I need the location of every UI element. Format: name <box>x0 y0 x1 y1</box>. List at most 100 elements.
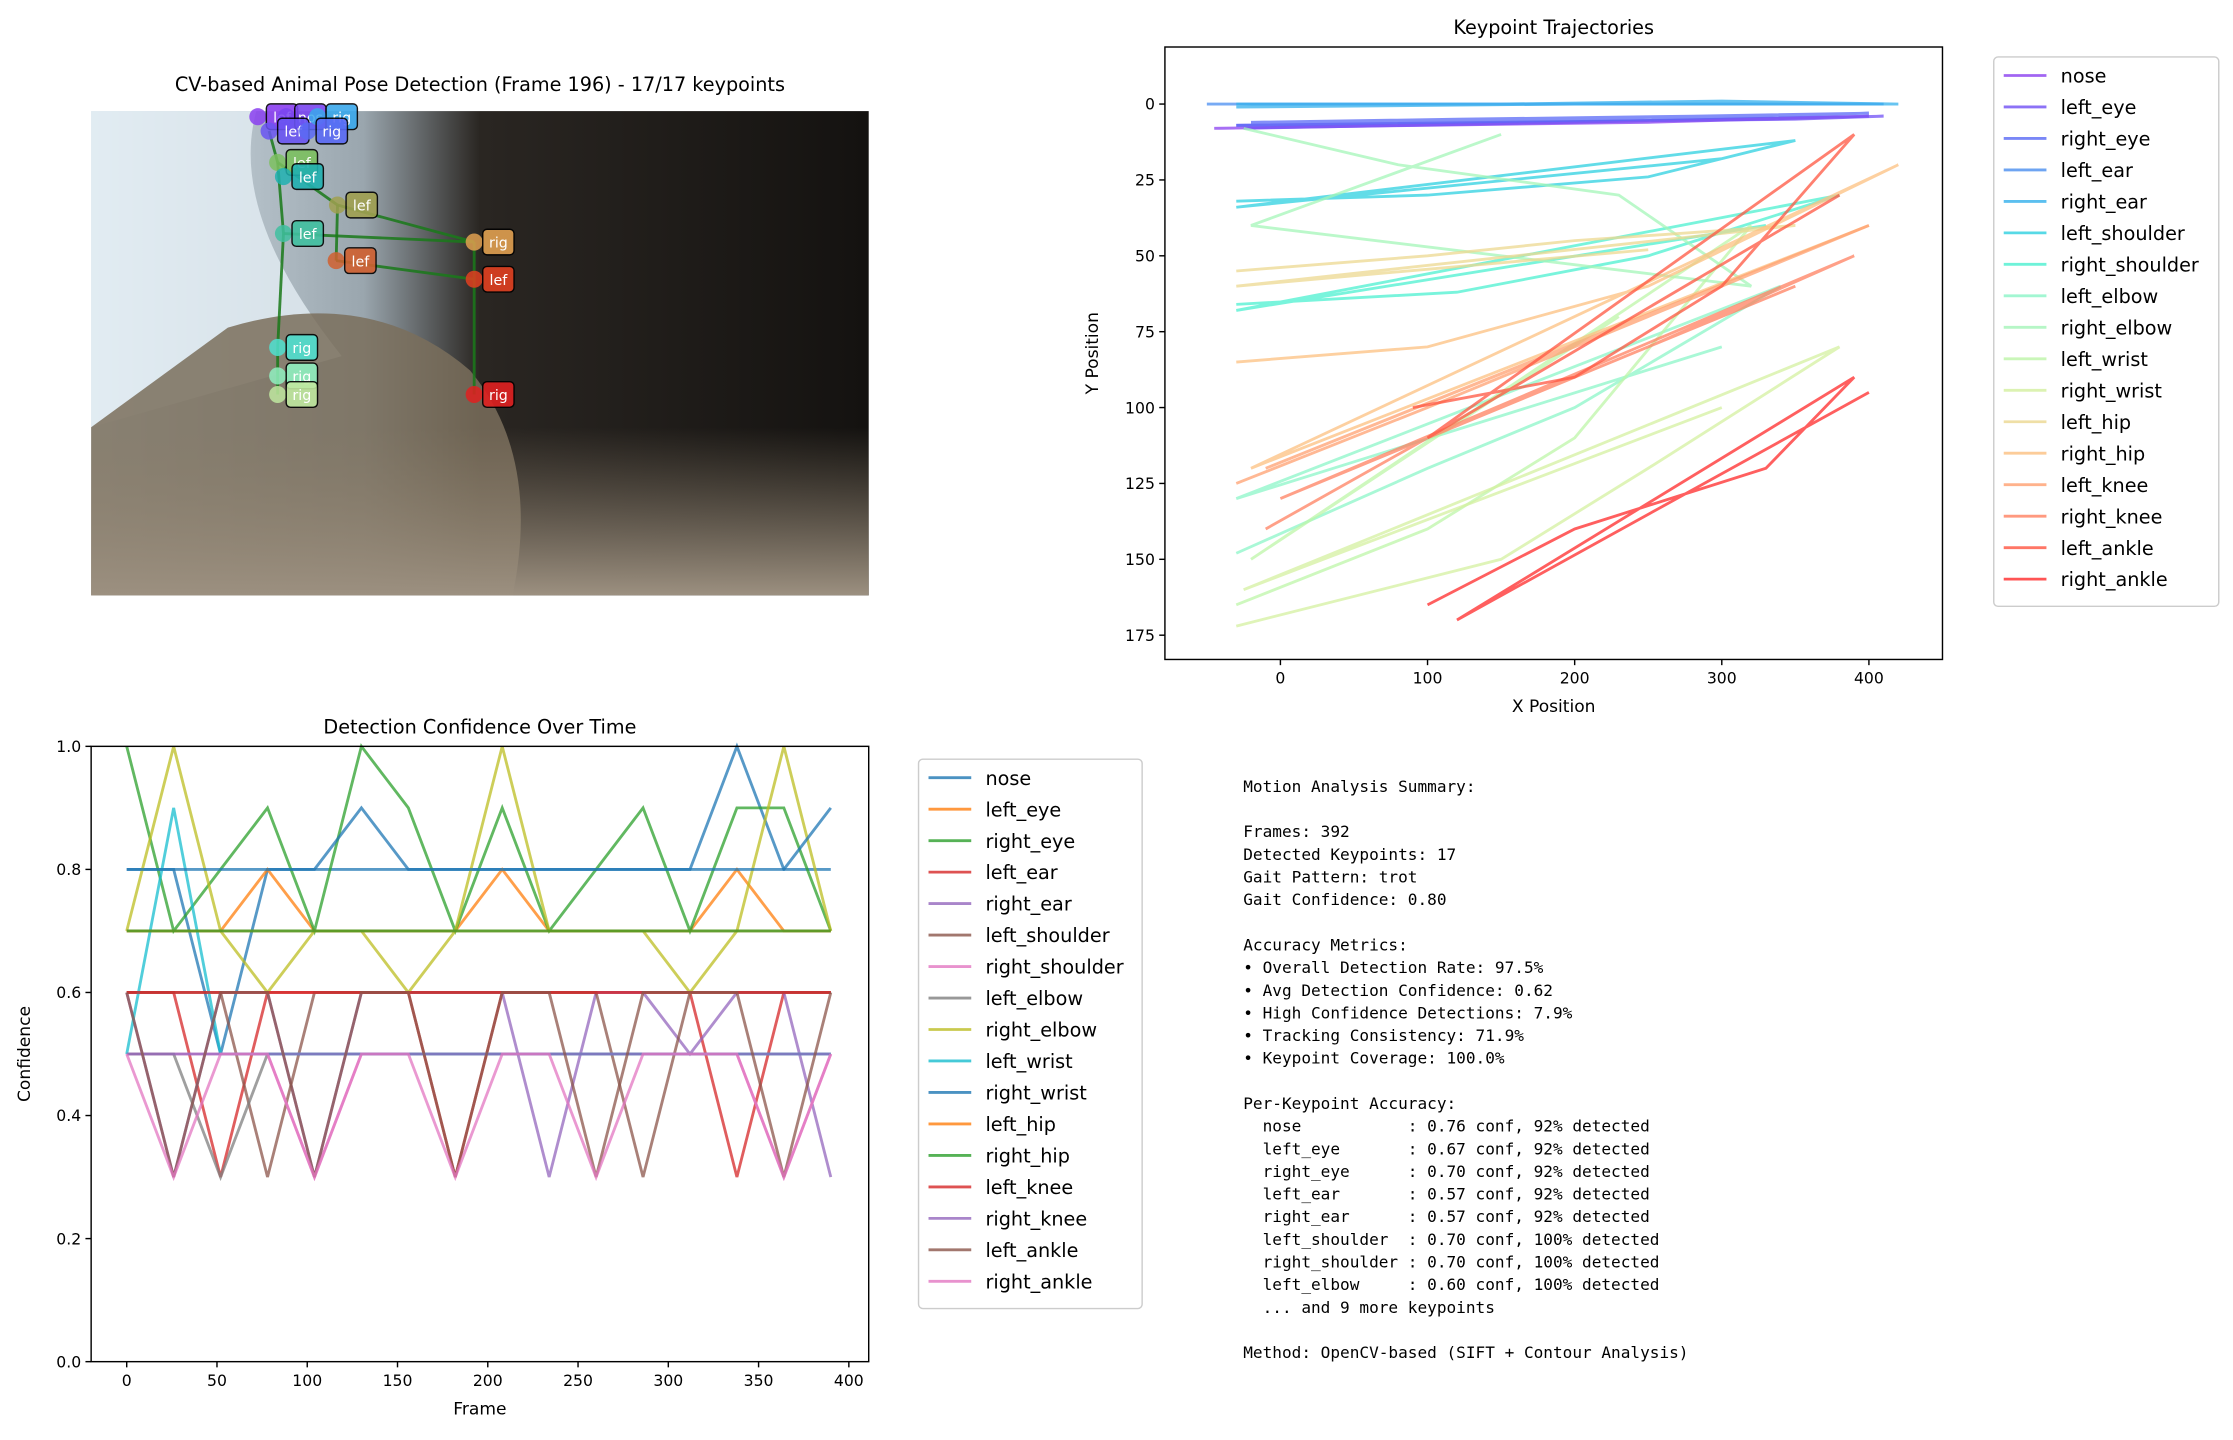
summary-line: • Overall Detection Rate: 97.5% <box>1243 958 1543 977</box>
x-tick-label: 400 <box>834 1371 864 1390</box>
legend-label: right_knee <box>2061 505 2163 528</box>
x-tick-label: 350 <box>744 1371 774 1390</box>
skeleton-edge <box>334 205 339 261</box>
legend-label: left_knee <box>985 1176 1073 1199</box>
x-tick-label: 250 <box>563 1371 593 1390</box>
skeleton-edge <box>276 233 285 348</box>
legend-label: right_eye <box>985 830 1075 853</box>
series-line <box>1236 111 1869 127</box>
keypoint-label-box <box>285 380 319 409</box>
keypoint <box>328 196 347 214</box>
summary-line: • Keypoint Coverage: 100.0% <box>1243 1049 1505 1068</box>
y-tick-label: 0.6 <box>56 983 81 1002</box>
legend-label: left_ankle <box>2061 537 2154 560</box>
legend-label: nose <box>2061 65 2107 88</box>
series-line <box>1236 99 1899 109</box>
summary-line: Frames: 392 <box>1243 822 1349 841</box>
keypoint-label: rig <box>322 125 341 141</box>
legend-label: left_knee <box>2061 474 2149 497</box>
legend-label: right_wrist <box>985 1082 1087 1105</box>
trajectory-chart: 0 100 200 300 400 0 25 50 75 100 125 150 175 Keypoint… <box>1083 16 2220 717</box>
y-tick-label: 0.0 <box>56 1352 81 1371</box>
keypoint-label: rig <box>489 388 508 404</box>
summary-line: left_shoulder : 0.70 conf, 100% detected <box>1243 1230 1659 1249</box>
x-tick-label: 200 <box>473 1371 503 1390</box>
series-line <box>1235 284 1782 555</box>
keypoint-label-box <box>482 265 515 293</box>
keypoint <box>269 338 287 356</box>
chart-title: CV-based Animal Pose Detection (Frame 19… <box>175 73 785 96</box>
keypoint-label: rig <box>489 236 508 252</box>
keypoint <box>269 153 287 171</box>
y-tick-label: 0.8 <box>56 860 81 879</box>
legend-label: left_ankle <box>985 1239 1078 1262</box>
keypoint-label: lef <box>299 170 318 186</box>
legend-label: right_eye <box>2061 128 2151 151</box>
x-tick-label: 300 <box>653 1371 683 1390</box>
series-line <box>1235 224 1753 607</box>
x-tick-label: 300 <box>1707 669 1737 688</box>
legend-label: left_eye <box>2061 96 2137 119</box>
legend-label: right_ear <box>985 893 1071 916</box>
y-axis-label: Y Position <box>1083 312 1103 395</box>
legend-label: left_elbow <box>985 987 1083 1010</box>
legend-label: nose <box>985 767 1031 790</box>
legend-label: right_ear <box>2061 191 2147 214</box>
series-line <box>1412 133 1856 440</box>
legend-label: right_elbow <box>2061 316 2173 339</box>
legend-label: left_eye <box>985 798 1061 821</box>
keypoint <box>269 385 287 404</box>
summary-text: Motion Analysis Summary: Frames: 392 Detec… <box>1243 777 1688 1362</box>
keypoint-label: lef <box>352 254 371 270</box>
series-line <box>1236 193 1840 312</box>
summary-line: Motion Analysis Summary: <box>1243 777 1475 796</box>
x-tick-label: 50 <box>207 1371 227 1390</box>
keypoint-label-box <box>291 219 325 248</box>
keypoint <box>465 270 483 288</box>
x-tick-label: 150 <box>383 1371 413 1390</box>
y-axis-label: Confidence <box>15 1006 35 1102</box>
x-tick-label: 400 <box>1854 669 1884 688</box>
x-tick-label: 100 <box>1413 669 1443 688</box>
legend-label: left_wrist <box>985 1050 1073 1073</box>
keypoint <box>274 224 293 243</box>
series-line <box>125 1052 833 1182</box>
series-line <box>1426 375 1870 622</box>
summary-line: Per-Keypoint Accuracy: <box>1243 1094 1456 1113</box>
x-axis-label: Frame <box>453 1399 506 1419</box>
legend-label: right_hip <box>985 1145 1069 1168</box>
keypoint <box>269 367 287 385</box>
legend-label: left_hip <box>985 1113 1055 1136</box>
keypoint-label: rig <box>292 341 311 357</box>
summary-line: Gait Confidence: 0.80 <box>1243 890 1446 909</box>
y-tick-label: 0.4 <box>56 1106 81 1125</box>
summary-line: left_ear : 0.57 conf, 92% detected <box>1243 1185 1650 1204</box>
keypoint-label-box <box>345 191 379 219</box>
chart-title: Detection Confidence Over Time <box>323 716 636 739</box>
legend-label: left_shoulder <box>2061 222 2185 245</box>
keypoint <box>465 233 483 251</box>
keypoint <box>260 122 278 140</box>
pose-overlay: CV-based Animal Pose Detection (Frame 19… <box>175 73 785 409</box>
legend-label: left_wrist <box>2061 348 2149 371</box>
series-line <box>1235 224 1870 485</box>
legend-label: left_shoulder <box>985 924 1109 947</box>
legend-label: right_elbow <box>985 1019 1097 1042</box>
keypoint-label: lef <box>490 273 509 289</box>
y-tick-label: 75 <box>1135 322 1155 341</box>
keypoint-label: rig <box>292 388 311 404</box>
keypoint <box>274 168 293 186</box>
y-tick-label: 1.0 <box>56 737 81 756</box>
series-line <box>125 991 833 1178</box>
summary-line: right_shoulder : 0.70 conf, 100% detecte… <box>1243 1253 1659 1272</box>
keypoint-label-box <box>482 380 515 409</box>
image-ground <box>91 427 869 596</box>
y-tick-label: 25 <box>1135 171 1155 190</box>
summary-line: Accuracy Metrics: <box>1243 935 1408 954</box>
summary-line: • Tracking Consistency: 71.9% <box>1243 1026 1524 1045</box>
summary-line: right_eye : 0.70 conf, 92% detected <box>1243 1162 1650 1181</box>
y-tick-label: 175 <box>1125 626 1155 645</box>
summary-line: Detected Keypoints: 17 <box>1243 845 1456 864</box>
legend-label: right_knee <box>985 1207 1087 1230</box>
